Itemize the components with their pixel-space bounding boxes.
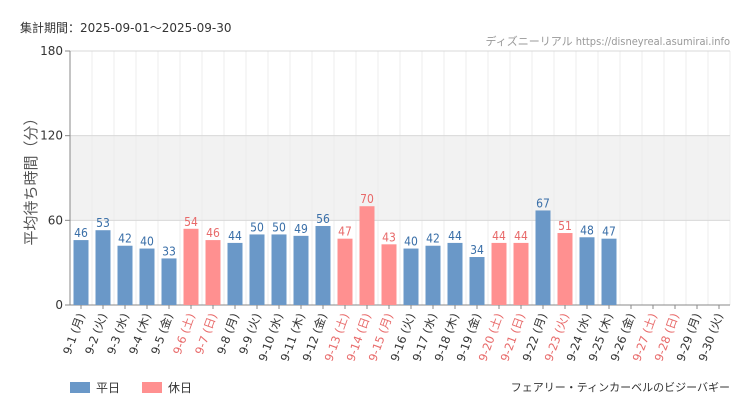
bar-value-label: 46: [74, 226, 88, 240]
bar-value-label: 33: [162, 244, 176, 258]
bar: [535, 210, 551, 305]
bar: [227, 242, 243, 305]
bar-value-label: 70: [360, 192, 374, 206]
bar-value-label: 42: [426, 232, 440, 246]
bar-value-label: 50: [250, 220, 264, 234]
bar: [579, 237, 595, 305]
bar: [183, 228, 199, 305]
bar-value-label: 51: [558, 219, 572, 233]
bar: [315, 225, 331, 305]
bar: [513, 242, 529, 305]
bar: [491, 242, 507, 305]
bar-value-label: 44: [448, 229, 462, 243]
bar-value-label: 40: [404, 235, 418, 249]
bar: [403, 248, 419, 305]
bar: [139, 248, 155, 305]
bar: [271, 234, 287, 305]
bar: [95, 230, 111, 305]
bar-value-label: 47: [602, 225, 616, 239]
bar-value-label: 49: [294, 222, 308, 236]
bar-value-label: 67: [536, 196, 550, 210]
bar-value-label: 34: [470, 243, 484, 257]
bar: [73, 240, 89, 305]
y-tick-label: 60: [48, 213, 63, 227]
bar: [337, 238, 353, 305]
legend-holiday: 休日: [142, 379, 192, 396]
bar: [447, 242, 463, 305]
bar-value-label: 44: [228, 229, 242, 243]
bar: [293, 235, 309, 305]
bar-value-label: 56: [316, 212, 330, 226]
bar-value-label: 54: [184, 215, 198, 229]
bar: [601, 238, 617, 305]
legend-weekday-swatch: [70, 382, 90, 393]
bar: [117, 245, 133, 305]
bar: [359, 206, 375, 305]
bar: [557, 233, 573, 305]
bar-value-label: 40: [140, 235, 154, 249]
bar: [469, 257, 485, 305]
bar-value-label: 44: [492, 229, 506, 243]
legend: 平日 休日: [70, 379, 214, 396]
bar: [249, 234, 265, 305]
bar: [161, 258, 177, 305]
y-axis-title: 平均待ち時間（分）: [22, 110, 40, 245]
bar-value-label: 47: [338, 225, 352, 239]
legend-holiday-swatch: [142, 382, 163, 393]
y-tick-label: 180: [40, 44, 63, 58]
site-credit: ディズニーリアル https://disneyreal.asumirai.inf…: [485, 35, 730, 48]
bar-value-label: 42: [118, 232, 132, 246]
y-tick-label: 0: [55, 298, 63, 312]
bar: [425, 245, 441, 305]
period-label: 集計期間：2025-09-01～2025-09-30: [20, 21, 232, 35]
bar-value-label: 53: [96, 216, 110, 230]
bar-value-label: 46: [206, 226, 220, 240]
attraction-name: フェアリー・ティンカーベルのビジーバギー: [510, 381, 730, 394]
bar-value-label: 43: [382, 230, 396, 244]
bar-value-label: 48: [580, 223, 594, 237]
y-tick-label: 120: [40, 129, 63, 143]
legend-weekday: 平日: [70, 379, 120, 396]
bar: [381, 244, 397, 305]
bar-value-label: 50: [272, 220, 286, 234]
legend-holiday-label: 休日: [168, 381, 193, 395]
bar: [205, 240, 221, 305]
bar-value-label: 44: [514, 229, 528, 243]
legend-weekday-label: 平日: [96, 381, 121, 395]
